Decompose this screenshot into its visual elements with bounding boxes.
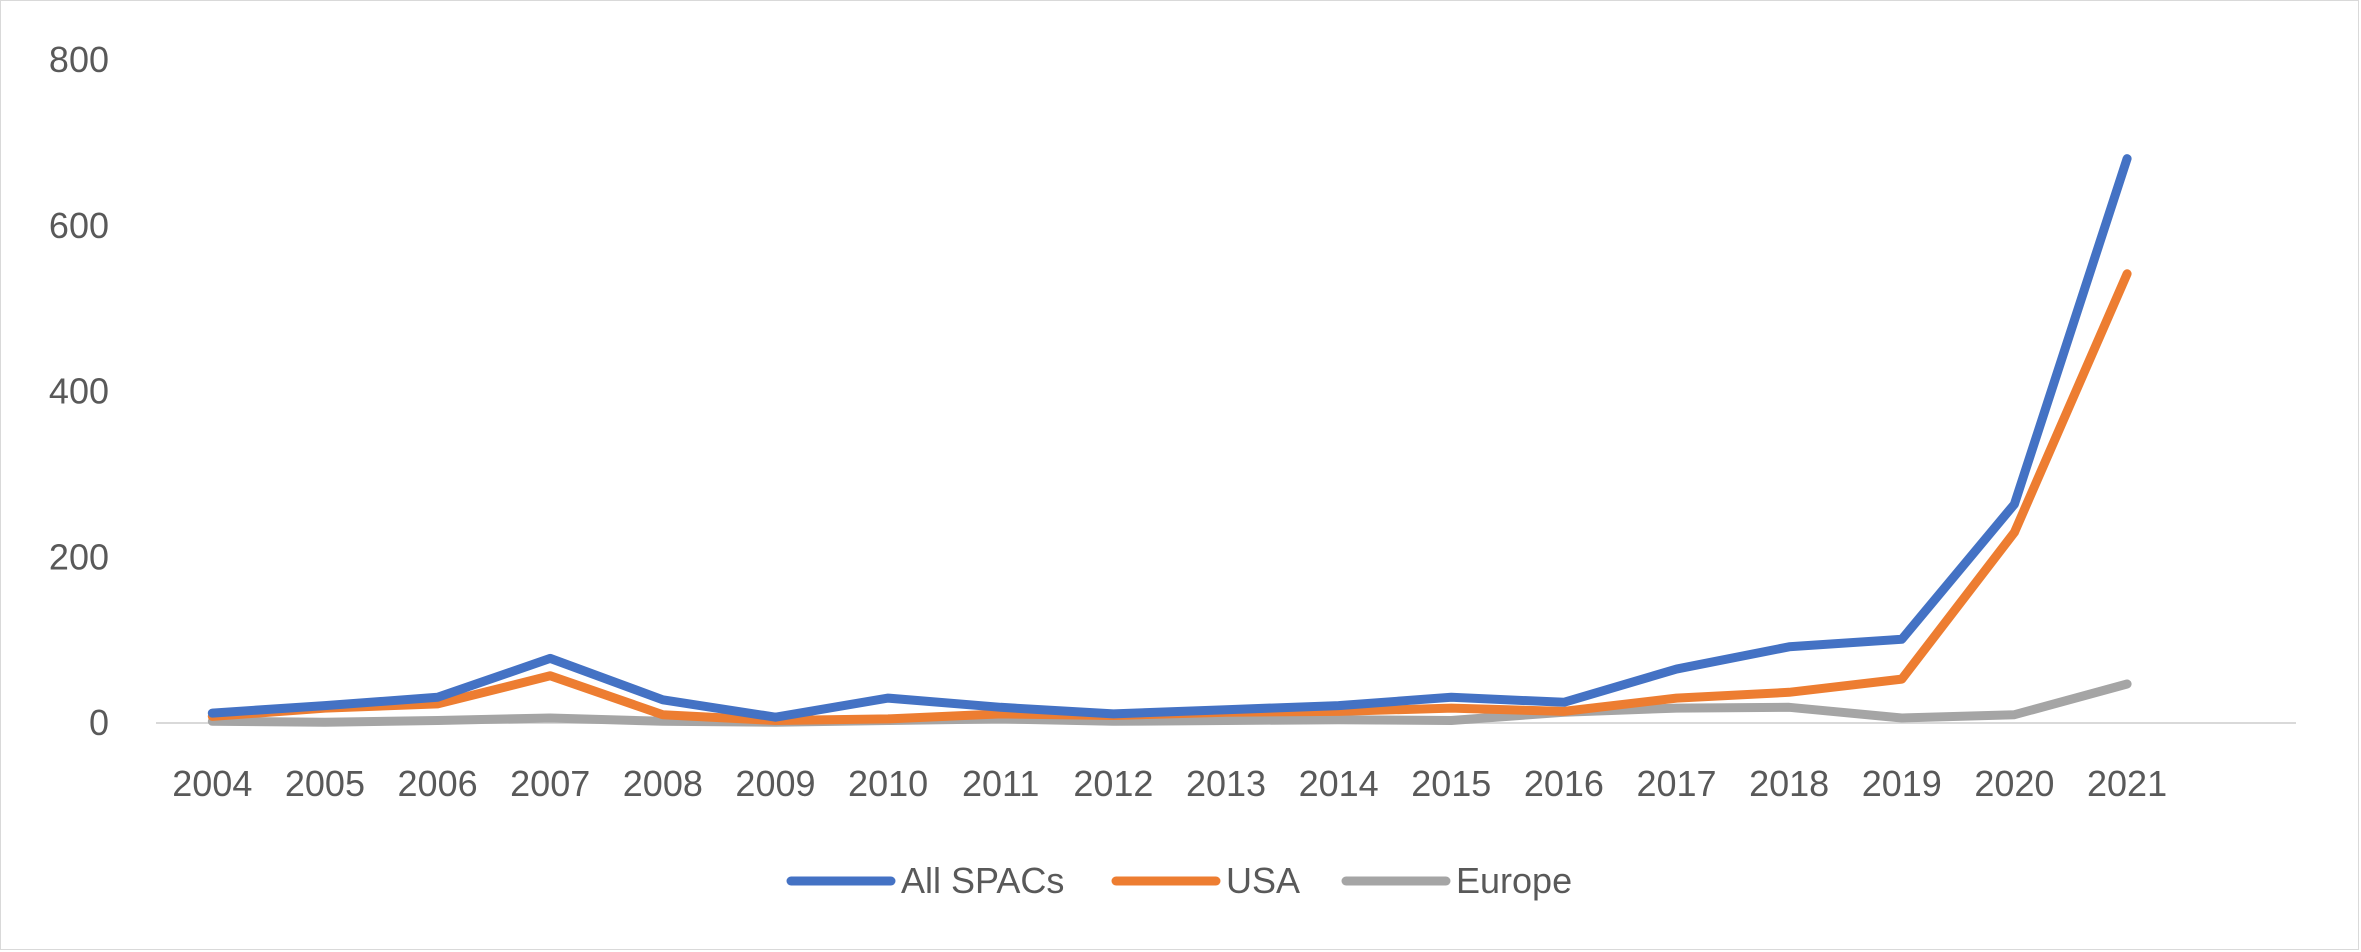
x-tick-label: 2016 [1524, 763, 1604, 804]
y-tick-label: 400 [49, 371, 109, 412]
x-tick-label: 2015 [1411, 763, 1491, 804]
series-line-all-spacs [207, 154, 2132, 722]
x-tick-label: 2010 [848, 763, 928, 804]
x-tick-label: 2008 [623, 763, 703, 804]
legend: All SPACs USA Europe [786, 860, 1572, 901]
x-tick-label: 2017 [1636, 763, 1716, 804]
y-tick-label: 200 [49, 536, 109, 577]
x-tick-label: 2011 [962, 763, 1039, 804]
x-axis-tick-labels: 2004 2005 2006 2007 2008 2009 2010 2011 2012 2013… [172, 763, 2167, 804]
plot-area [207, 154, 2132, 727]
x-tick-label: 2007 [510, 763, 590, 804]
x-tick-label: 2021 [2087, 763, 2167, 804]
legend-label-usa: USA [1226, 860, 1300, 901]
x-tick-label: 2012 [1073, 763, 1153, 804]
x-tick-label: 2013 [1186, 763, 1266, 804]
y-tick-label: 800 [49, 39, 109, 80]
x-tick-label: 2006 [398, 763, 478, 804]
y-tick-label: 0 [89, 702, 109, 743]
x-tick-label: 2014 [1299, 763, 1379, 804]
x-tick-label: 2018 [1749, 763, 1829, 804]
x-tick-label: 2005 [285, 763, 365, 804]
x-tick-label: 2019 [1862, 763, 1942, 804]
x-tick-label: 2004 [172, 763, 252, 804]
y-axis-tick-labels: 0 200 400 600 800 [49, 39, 109, 743]
legend-label-europe: Europe [1456, 860, 1572, 901]
x-tick-label: 2020 [1974, 763, 2054, 804]
series-line-usa [207, 269, 2132, 725]
legend-label-all-spacs: All SPACs [901, 860, 1064, 901]
series-line-europe [207, 679, 2132, 727]
y-tick-label: 600 [49, 205, 109, 246]
x-tick-label: 2009 [735, 763, 815, 804]
